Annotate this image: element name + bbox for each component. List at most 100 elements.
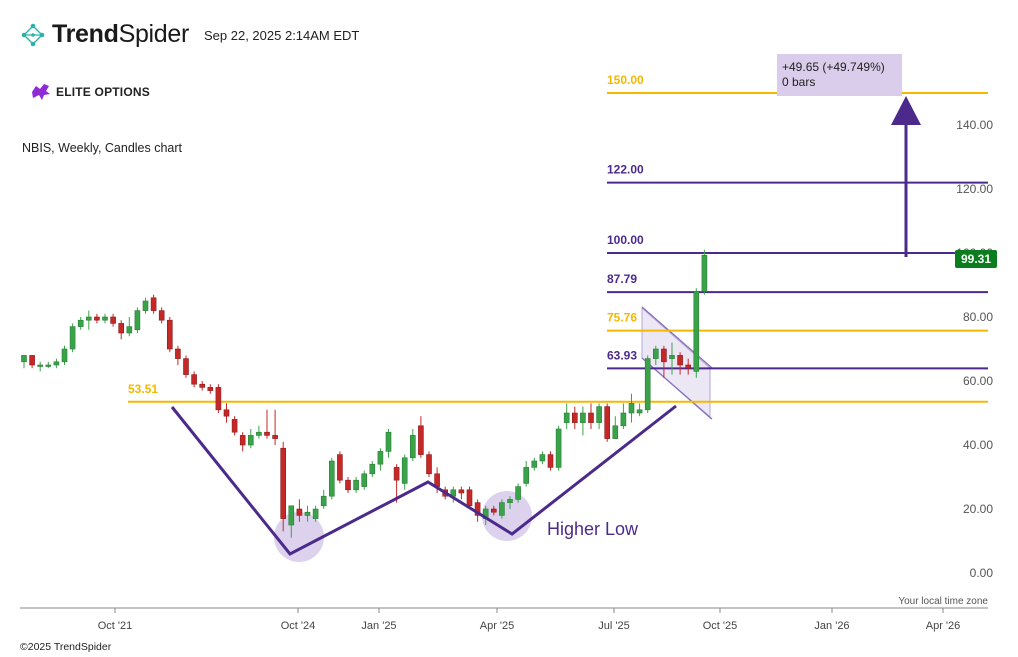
candle-body[interactable] bbox=[507, 499, 513, 503]
brand-name: TrendSpider bbox=[52, 20, 190, 48]
candle-body[interactable] bbox=[69, 326, 76, 350]
candle-body[interactable] bbox=[353, 479, 359, 491]
candle-body[interactable] bbox=[110, 316, 116, 324]
candle-body[interactable] bbox=[215, 387, 222, 411]
candle-body[interactable] bbox=[134, 310, 141, 331]
candle-body[interactable] bbox=[264, 431, 270, 436]
candle-body[interactable] bbox=[580, 412, 586, 423]
x-tick-label: Oct '25 bbox=[703, 620, 738, 632]
candle-body[interactable] bbox=[426, 454, 432, 475]
candle-body[interactable] bbox=[37, 364, 44, 367]
candle-body[interactable] bbox=[312, 508, 319, 519]
candle-body[interactable] bbox=[661, 348, 667, 363]
higher-low-highlight bbox=[482, 491, 532, 541]
candle-body[interactable] bbox=[61, 348, 68, 363]
candle-body[interactable] bbox=[53, 361, 60, 366]
candle-body[interactable] bbox=[183, 358, 189, 375]
candle-body[interactable] bbox=[142, 300, 149, 311]
candle-body[interactable] bbox=[393, 467, 400, 481]
candle-body[interactable] bbox=[175, 348, 181, 359]
candle-body[interactable] bbox=[620, 412, 627, 427]
candle-body[interactable] bbox=[45, 364, 52, 367]
candle-body[interactable] bbox=[652, 348, 659, 359]
candle-body[interactable] bbox=[239, 435, 246, 446]
candle-body[interactable] bbox=[563, 412, 570, 423]
candle-body[interactable] bbox=[304, 511, 311, 516]
level-label: 53.51 bbox=[128, 382, 158, 396]
candle-body[interactable] bbox=[126, 326, 133, 334]
candle-body[interactable] bbox=[401, 457, 408, 484]
x-tick-label: Oct '21 bbox=[98, 620, 133, 632]
y-tick-label: 120.00 bbox=[956, 182, 993, 196]
candle-body[interactable] bbox=[604, 406, 611, 439]
candle-body[interactable] bbox=[547, 454, 554, 468]
candle-body[interactable] bbox=[296, 508, 303, 516]
candle-body[interactable] bbox=[256, 431, 262, 436]
candle-body[interactable] bbox=[523, 467, 530, 484]
candle-body[interactable] bbox=[490, 508, 497, 513]
candle-body[interactable] bbox=[385, 431, 392, 452]
trendspider-dots-icon bbox=[21, 23, 45, 46]
candle-body[interactable] bbox=[636, 409, 643, 414]
y-tick-label: 80.00 bbox=[963, 310, 993, 324]
candle-body[interactable] bbox=[466, 489, 473, 507]
candle-body[interactable] bbox=[628, 403, 635, 414]
candle-body[interactable] bbox=[288, 505, 295, 526]
candle-body[interactable] bbox=[434, 473, 440, 487]
candle-body[interactable] bbox=[596, 406, 602, 423]
candle-body[interactable] bbox=[86, 316, 92, 321]
candle-body[interactable] bbox=[320, 495, 327, 507]
candle-body[interactable] bbox=[167, 319, 173, 350]
candle-body[interactable] bbox=[248, 435, 254, 446]
candle-body[interactable] bbox=[77, 319, 84, 327]
candle-body[interactable] bbox=[555, 428, 562, 468]
candle-body[interactable] bbox=[231, 419, 238, 433]
candle-body[interactable] bbox=[21, 355, 27, 363]
candle-body[interactable] bbox=[693, 291, 700, 372]
y-tick-label: 0.00 bbox=[970, 566, 994, 580]
candle-body[interactable] bbox=[571, 412, 578, 423]
candle-body[interactable] bbox=[102, 316, 108, 321]
candle-body[interactable] bbox=[29, 355, 35, 366]
candle-body[interactable] bbox=[677, 355, 683, 366]
candle-body[interactable] bbox=[207, 387, 214, 391]
candle-body[interactable] bbox=[377, 451, 384, 465]
level-label: 87.79 bbox=[607, 272, 637, 286]
candle-body[interactable] bbox=[337, 454, 343, 481]
x-tick-label: Apr '26 bbox=[926, 620, 961, 632]
candle-body[interactable] bbox=[361, 473, 368, 487]
candle-body[interactable] bbox=[669, 355, 675, 359]
candle-body[interactable] bbox=[531, 460, 538, 468]
level-label: 150.00 bbox=[607, 73, 644, 87]
candle-body[interactable] bbox=[150, 297, 157, 311]
candle-body[interactable] bbox=[191, 374, 197, 385]
candle-body[interactable] bbox=[499, 502, 505, 516]
candle-body[interactable] bbox=[409, 435, 416, 459]
candle-body[interactable] bbox=[418, 425, 424, 455]
candle-body[interactable] bbox=[701, 254, 708, 292]
candle-body[interactable] bbox=[458, 489, 465, 494]
candle-body[interactable] bbox=[539, 454, 546, 462]
candle-body[interactable] bbox=[369, 463, 376, 475]
candle-body[interactable] bbox=[199, 383, 205, 388]
candle-body[interactable] bbox=[94, 316, 100, 321]
candle-body[interactable] bbox=[158, 310, 165, 321]
candle-body[interactable] bbox=[612, 425, 619, 439]
x-tick-label: Jul '25 bbox=[598, 620, 629, 632]
measure-box bbox=[777, 54, 902, 96]
level-label: 100.00 bbox=[607, 233, 644, 247]
candle-body[interactable] bbox=[474, 502, 481, 516]
candle-body[interactable] bbox=[272, 435, 278, 439]
candle-body[interactable] bbox=[685, 364, 692, 369]
candle-body[interactable] bbox=[118, 323, 124, 334]
candle-body[interactable] bbox=[588, 412, 594, 423]
candle-body[interactable] bbox=[345, 479, 351, 491]
candle-body[interactable] bbox=[644, 358, 651, 411]
candle-body[interactable] bbox=[280, 447, 287, 519]
elite-options-text: ELITE OPTIONS bbox=[56, 85, 150, 99]
x-tick-label: Jan '26 bbox=[814, 620, 849, 632]
candle-body[interactable] bbox=[328, 460, 335, 497]
candle-body[interactable] bbox=[515, 486, 521, 500]
candle-body[interactable] bbox=[223, 409, 230, 417]
